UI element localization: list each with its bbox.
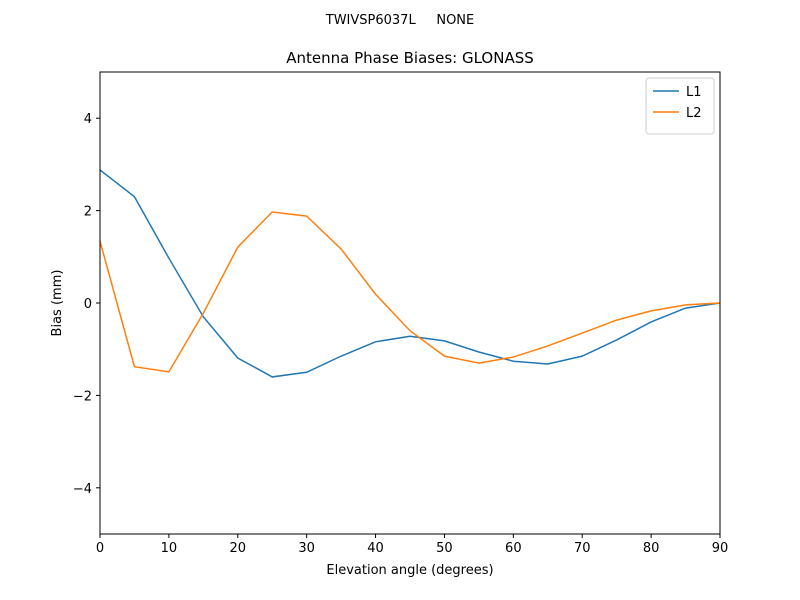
y-tick-label: −4 (73, 482, 92, 497)
series-line (100, 211, 720, 373)
chart-title: Antenna Phase Biases: GLONASS (286, 49, 534, 67)
x-tick-label: 40 (367, 541, 384, 556)
y-tick-label: 4 (84, 112, 92, 127)
x-tick-label: 0 (96, 541, 104, 556)
y-axis-label: Bias (mm) (50, 270, 65, 337)
legend-box (645, 77, 715, 135)
suptitle: TWIVSP6037L NONE (325, 13, 475, 28)
plot-frame (99, 71, 721, 535)
x-tick-label: 70 (574, 541, 591, 556)
legend-label: L2 (686, 106, 702, 121)
x-tick-label: 90 (712, 541, 729, 556)
legend-label: L1 (686, 85, 702, 100)
y-tick-label: 2 (84, 205, 92, 220)
x-tick-label: 10 (161, 541, 178, 556)
x-tick-label: 80 (643, 541, 660, 556)
x-axis-label: Elevation angle (degrees) (326, 563, 493, 578)
y-tick-label: −2 (73, 389, 92, 404)
x-tick-label: 20 (230, 541, 247, 556)
series-line (100, 169, 720, 378)
x-tick-label: 50 (436, 541, 453, 556)
x-tick-label: 60 (505, 541, 522, 556)
x-tick-label: 30 (298, 541, 315, 556)
y-tick-label: 0 (84, 297, 92, 312)
